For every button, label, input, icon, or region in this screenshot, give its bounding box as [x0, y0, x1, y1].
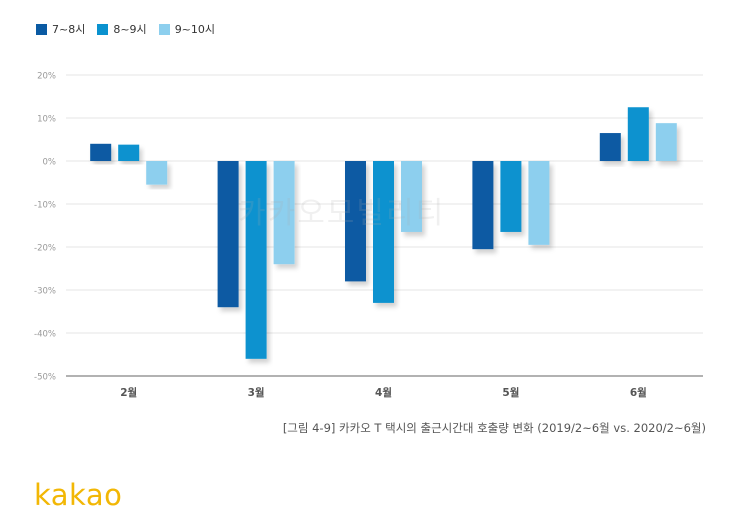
bar	[472, 161, 494, 250]
y-tick-label: 0%	[43, 158, 57, 168]
bar	[345, 161, 366, 282]
legend-label: 7~8시	[52, 23, 86, 36]
bar	[245, 161, 267, 359]
bar	[627, 107, 649, 161]
bar	[273, 161, 295, 265]
x-tick-label: 6월	[630, 386, 647, 399]
chart-legend: 7~8시 8~9시 9~10시	[36, 21, 215, 37]
bar	[528, 161, 550, 245]
y-tick-label: -20%	[34, 244, 56, 254]
x-tick-label: 2월	[120, 386, 137, 399]
bar	[373, 161, 394, 303]
legend-item: 7~8시	[36, 21, 85, 37]
bar	[146, 161, 168, 185]
y-tick-label: 10%	[37, 115, 56, 125]
watermark: 카카오모빌리티	[238, 196, 446, 231]
bar-chart: 20% 10% 0% -10% -20% -30% -40% -50% 2월 3월 4월 5월 6월	[34, 72, 703, 399]
bar	[217, 161, 239, 308]
bar	[118, 144, 140, 161]
y-tick-label: -40%	[34, 330, 56, 340]
legend-label: 8~9시	[113, 23, 147, 36]
legend-label: 9~10시	[174, 23, 216, 36]
legend-swatch	[158, 23, 170, 35]
y-tick-label: 20%	[37, 72, 56, 82]
legend-item: 9~10시	[158, 21, 216, 37]
bar	[655, 123, 677, 161]
bar	[599, 133, 621, 161]
x-tick-label: 3월	[248, 386, 265, 399]
y-tick-label: -30%	[34, 287, 56, 297]
legend-item: 8~9시	[97, 21, 147, 37]
y-tick-label: -10%	[34, 201, 56, 211]
y-tick-label: -50%	[34, 373, 56, 383]
bar	[500, 161, 522, 232]
figure-caption: [그림 4-9] 카카오 T 택시의 출근시간대 호출량 변화 (2019/2~…	[282, 421, 706, 435]
legend-swatch	[36, 23, 47, 35]
x-tick-label: 4월	[375, 386, 392, 399]
x-tick-label: 5월	[502, 386, 519, 399]
kakao-logo: kakao	[34, 478, 123, 512]
bar	[401, 161, 422, 232]
bar	[90, 143, 112, 161]
legend-swatch	[97, 23, 109, 35]
